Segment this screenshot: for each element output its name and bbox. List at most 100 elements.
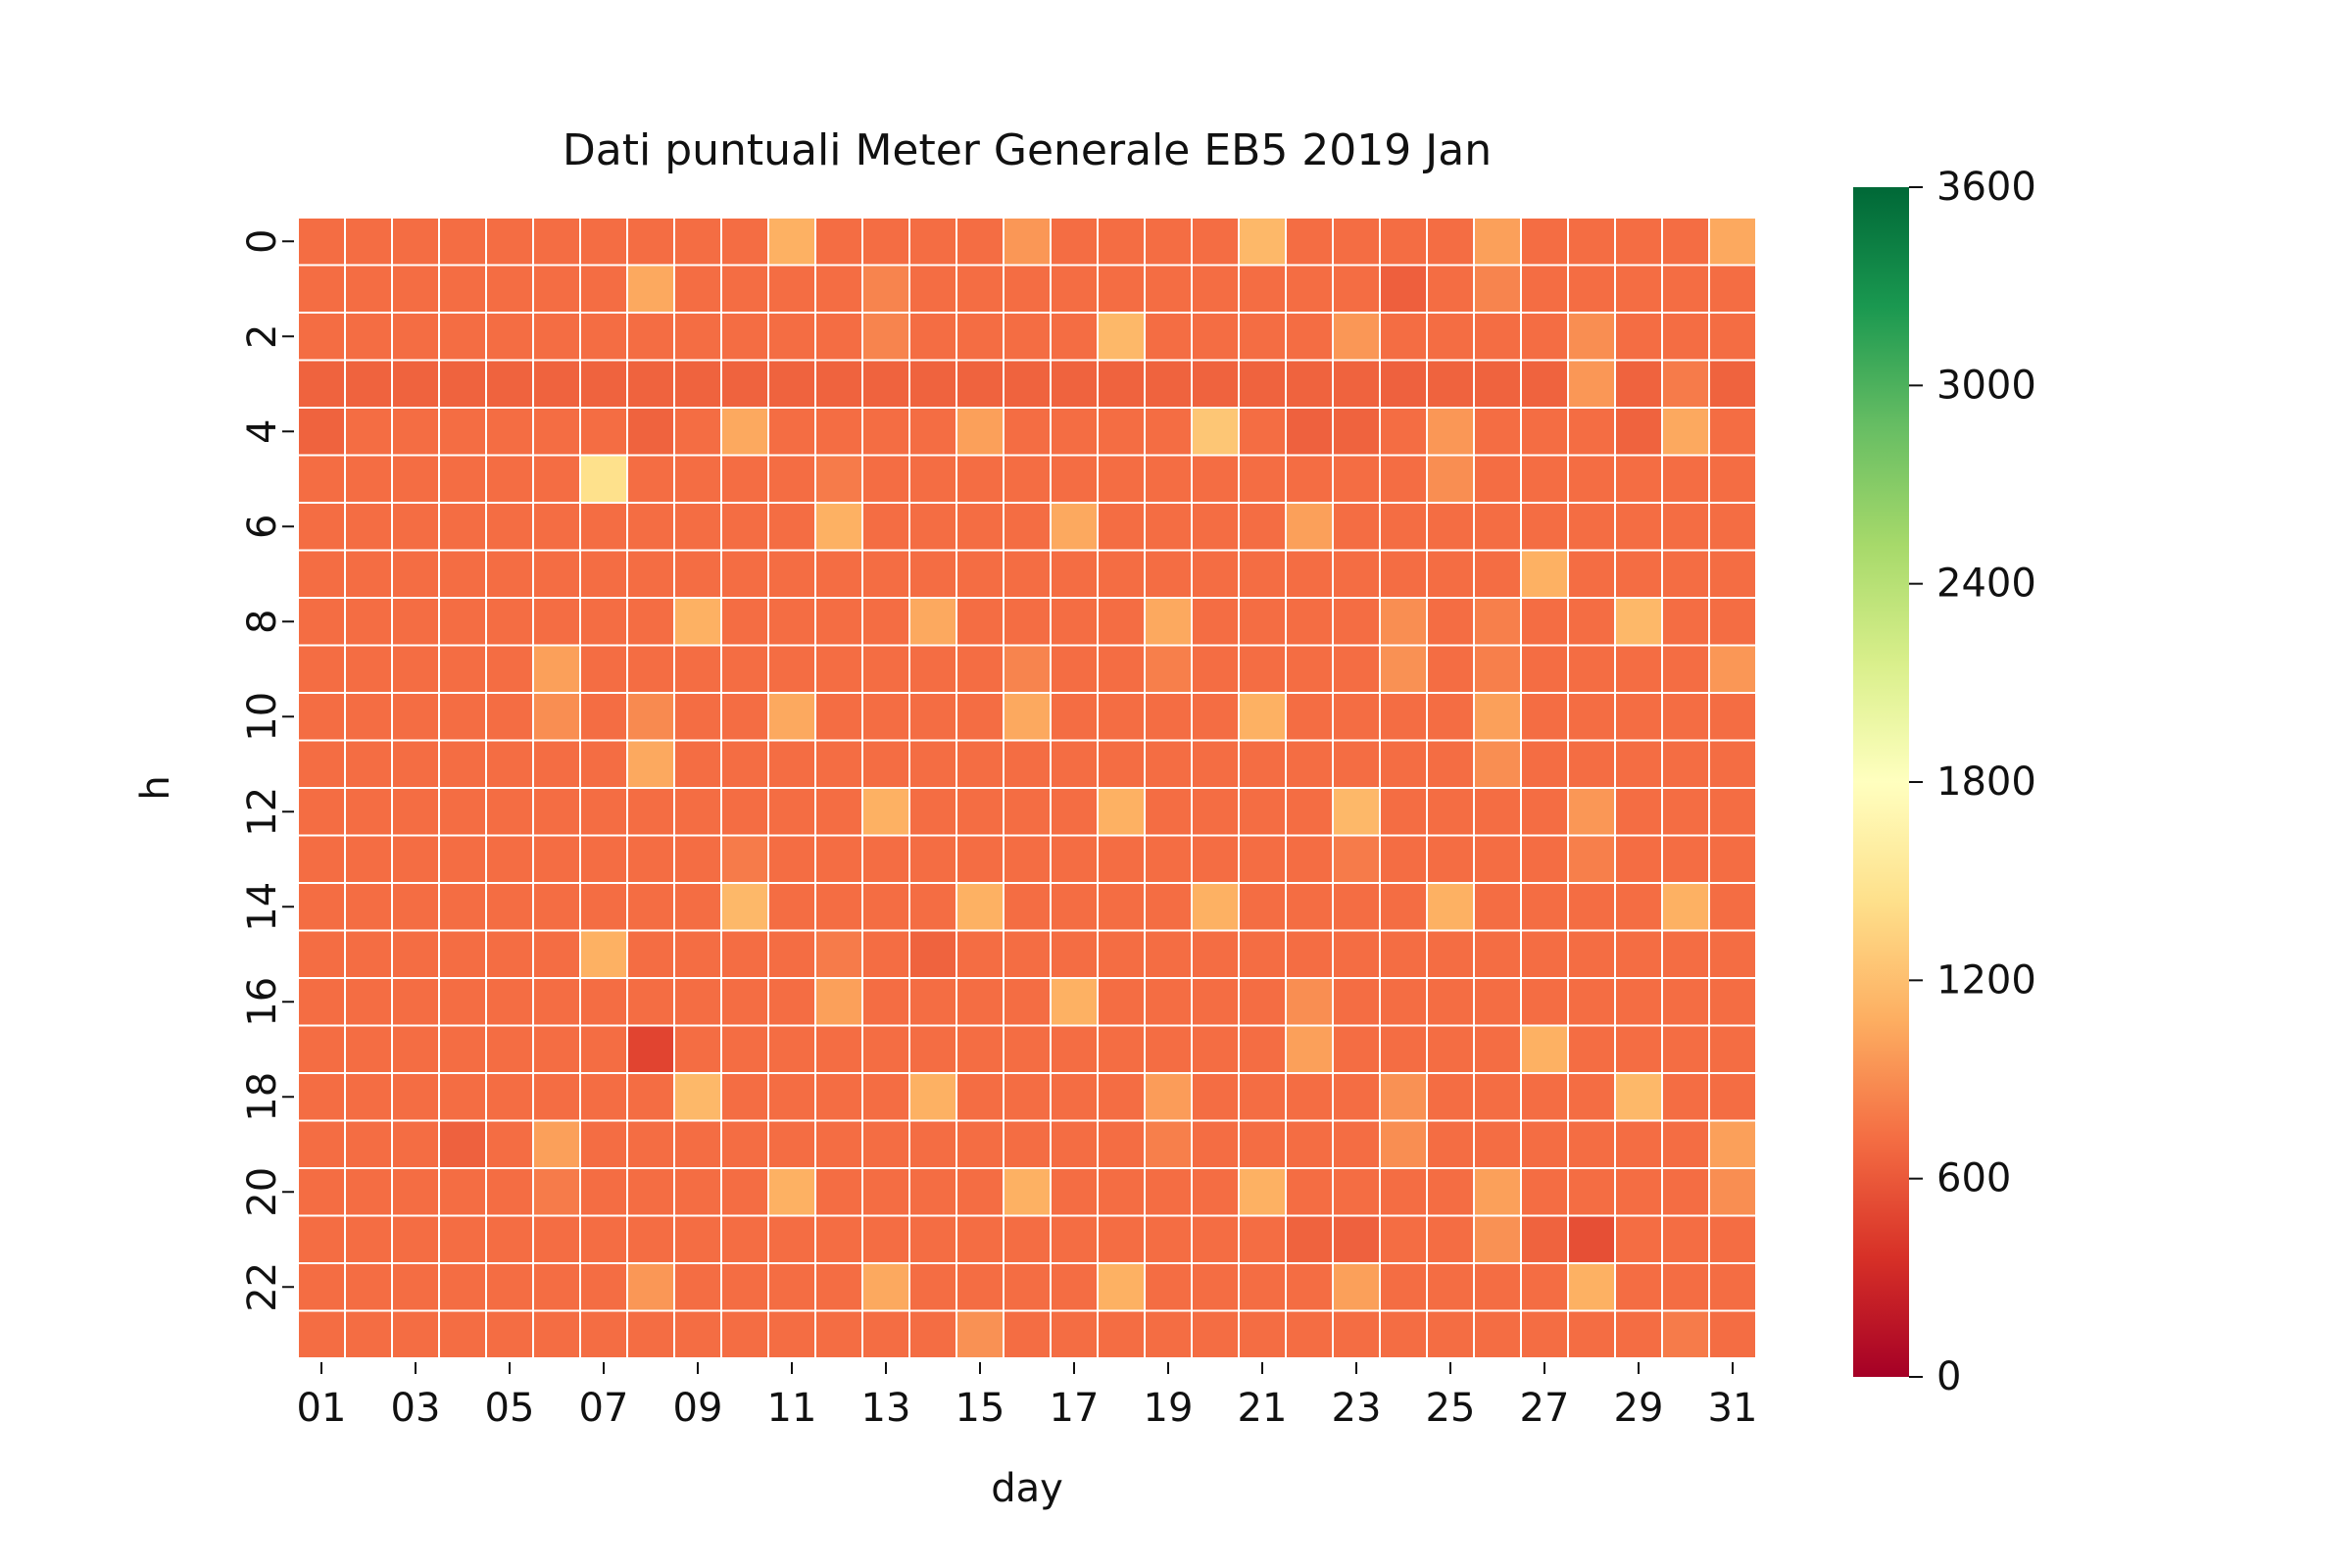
heatmap-cell xyxy=(1522,1121,1567,1167)
heatmap-cell xyxy=(440,361,485,407)
heatmap-cell xyxy=(1475,931,1520,977)
heatmap-cell xyxy=(1004,931,1050,977)
heatmap-cell xyxy=(1334,789,1379,835)
heatmap-cell xyxy=(863,1074,908,1120)
heatmap-cell xyxy=(628,741,673,787)
heatmap-cell xyxy=(299,789,344,835)
heatmap-cell xyxy=(346,931,391,977)
heatmap-cell xyxy=(534,1169,579,1215)
y-tick-label: 2 xyxy=(240,324,285,349)
heatmap-cell xyxy=(1052,456,1097,502)
heatmap-cell xyxy=(769,266,814,312)
heatmap-cell xyxy=(346,694,391,740)
heatmap-cell xyxy=(440,789,485,835)
heatmap-cell xyxy=(1522,789,1567,835)
heatmap-cell xyxy=(299,646,344,692)
heatmap-cell xyxy=(581,931,626,977)
heatmap-cell xyxy=(581,789,626,835)
x-tick-label: 19 xyxy=(1144,1386,1194,1431)
heatmap-cell xyxy=(1428,646,1473,692)
heatmap-cell xyxy=(1052,789,1097,835)
heatmap-cell xyxy=(769,361,814,407)
heatmap-cell xyxy=(1522,266,1567,312)
heatmap-cell xyxy=(1334,979,1379,1025)
heatmap-cell xyxy=(1052,979,1097,1025)
heatmap-cell xyxy=(440,741,485,787)
heatmap-cell xyxy=(534,979,579,1025)
heatmap-cell xyxy=(1381,551,1426,597)
heatmap-cell xyxy=(1710,789,1755,835)
heatmap-cell xyxy=(1569,1121,1614,1167)
heatmap-cell xyxy=(299,931,344,977)
heatmap-cell xyxy=(1052,599,1097,645)
heatmap-cell xyxy=(816,979,861,1025)
heatmap-cell xyxy=(393,504,438,550)
heatmap-cell xyxy=(1663,836,1708,882)
y-tick-label: 20 xyxy=(240,1167,285,1217)
heatmap-cell xyxy=(1428,884,1473,930)
heatmap-cell xyxy=(957,361,1003,407)
colorbar-tick-label: 600 xyxy=(1936,1156,2011,1201)
heatmap-cell xyxy=(675,1311,720,1357)
heatmap-cell xyxy=(440,504,485,550)
heatmap-cell xyxy=(1475,361,1520,407)
heatmap-cell xyxy=(1240,789,1285,835)
heatmap-cell xyxy=(910,219,956,265)
heatmap-cell xyxy=(1381,694,1426,740)
heatmap-cell xyxy=(1381,456,1426,502)
heatmap-cell xyxy=(1616,314,1661,360)
heatmap-cell xyxy=(1663,694,1708,740)
heatmap-cell xyxy=(910,1121,956,1167)
heatmap-cell xyxy=(581,361,626,407)
heatmap-cell xyxy=(628,456,673,502)
heatmap-cell xyxy=(910,1026,956,1072)
heatmap-cell xyxy=(1616,931,1661,977)
heatmap-cell xyxy=(1663,741,1708,787)
heatmap-cell xyxy=(393,1026,438,1072)
heatmap-cell xyxy=(628,551,673,597)
heatmap-cell xyxy=(1099,1074,1144,1120)
heatmap-cell xyxy=(1381,1311,1426,1357)
heatmap-cell xyxy=(1240,1311,1285,1357)
heatmap-cell xyxy=(1381,409,1426,455)
heatmap-cell xyxy=(1475,646,1520,692)
heatmap-cell xyxy=(628,694,673,740)
heatmap-cell xyxy=(487,1264,532,1310)
heatmap-cell xyxy=(1616,361,1661,407)
heatmap-cell xyxy=(910,599,956,645)
heatmap-cell xyxy=(487,1216,532,1262)
heatmap-cell xyxy=(581,741,626,787)
heatmap-cell xyxy=(299,979,344,1025)
heatmap-cell xyxy=(1334,1264,1379,1310)
heatmap-cell xyxy=(1334,694,1379,740)
heatmap-cell xyxy=(1004,314,1050,360)
x-tick-label: 13 xyxy=(861,1386,911,1431)
heatmap-cell xyxy=(1428,599,1473,645)
heatmap-cell xyxy=(1193,1264,1238,1310)
heatmap-cell xyxy=(581,884,626,930)
heatmap-cell xyxy=(1052,1026,1097,1072)
heatmap-cell xyxy=(487,266,532,312)
heatmap-cell xyxy=(346,979,391,1025)
heatmap-cell xyxy=(863,551,908,597)
heatmap-cell xyxy=(910,409,956,455)
heatmap-cell xyxy=(1004,409,1050,455)
heatmap-cell xyxy=(393,1169,438,1215)
colorbar-tick-label: 1200 xyxy=(1936,957,2036,1003)
heatmap-cell xyxy=(957,456,1003,502)
heatmap-cell xyxy=(1240,219,1285,265)
heatmap-cell xyxy=(1663,456,1708,502)
heatmap-cell xyxy=(863,931,908,977)
heatmap-cell xyxy=(1616,266,1661,312)
heatmap-cell xyxy=(1287,1264,1332,1310)
heatmap-cell xyxy=(816,456,861,502)
heatmap-cell xyxy=(863,694,908,740)
heatmap-cell xyxy=(910,789,956,835)
heatmap-cell xyxy=(1004,1074,1050,1120)
heatmap-cell xyxy=(487,931,532,977)
heatmap-cell xyxy=(1146,979,1191,1025)
heatmap-cell xyxy=(863,884,908,930)
heatmap-cell xyxy=(1004,789,1050,835)
heatmap-cell xyxy=(910,504,956,550)
heatmap-cell xyxy=(1428,789,1473,835)
